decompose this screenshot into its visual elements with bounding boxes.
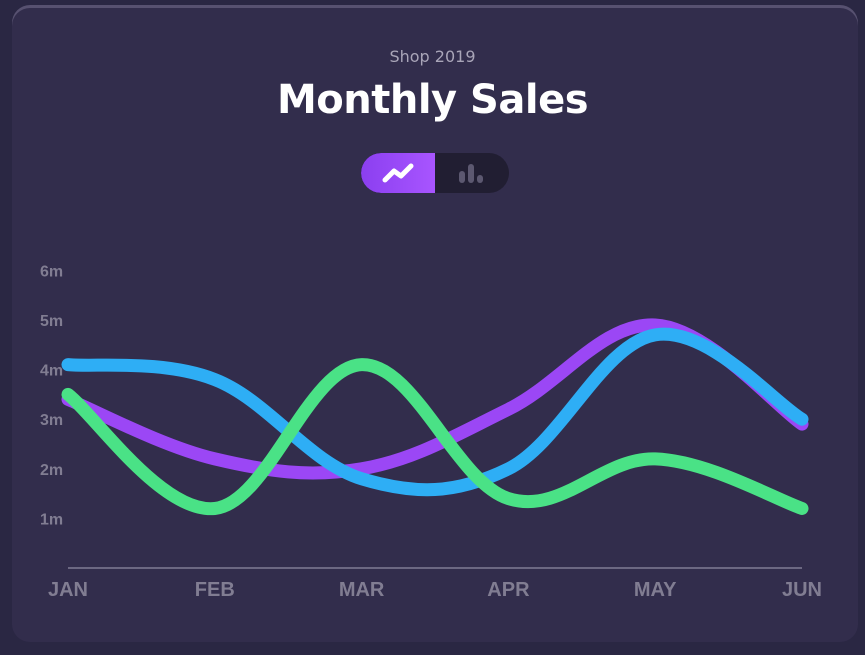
chart-title: Monthly Sales xyxy=(276,77,589,123)
series-line-2 xyxy=(61,327,809,497)
chart-card xyxy=(12,8,858,642)
y-tick-label: 3m xyxy=(40,412,63,429)
line-chart-icon xyxy=(382,163,414,183)
series-line-3 xyxy=(61,358,809,515)
x-tick-label: JUN xyxy=(782,579,822,601)
bar-chart-icon xyxy=(459,164,483,183)
y-tick-label: 2m xyxy=(40,462,63,479)
line-chart-toggle-button[interactable] xyxy=(361,153,435,193)
x-tick-label: FEB xyxy=(195,579,235,601)
chart-subtitle: Shop 2019 xyxy=(389,47,476,66)
chart-type-toggle xyxy=(361,153,509,193)
y-tick-label: 5m xyxy=(40,313,63,330)
x-tick-label: APR xyxy=(487,579,530,601)
y-tick-label: 1m xyxy=(40,511,63,528)
x-tick-label: JAN xyxy=(48,579,88,601)
y-tick-label: 6m xyxy=(40,263,63,280)
y-tick-label: 4m xyxy=(40,363,63,380)
x-tick-label: MAY xyxy=(634,579,677,601)
x-tick-label: MAR xyxy=(339,579,385,601)
bar-chart-toggle-button[interactable] xyxy=(435,153,509,193)
